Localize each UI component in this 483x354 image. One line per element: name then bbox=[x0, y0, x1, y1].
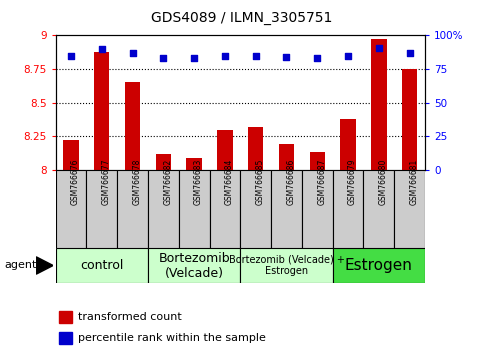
Bar bbox=[156, 154, 171, 170]
Text: Bortezomib (Velcade) +
Estrogen: Bortezomib (Velcade) + Estrogen bbox=[228, 255, 344, 276]
Point bbox=[159, 56, 167, 61]
Bar bbox=[56, 170, 86, 248]
Bar bbox=[279, 144, 294, 170]
Text: GDS4089 / ILMN_3305751: GDS4089 / ILMN_3305751 bbox=[151, 11, 332, 25]
Bar bbox=[59, 312, 72, 323]
Text: GSM766677: GSM766677 bbox=[102, 158, 111, 205]
Text: GSM766682: GSM766682 bbox=[163, 159, 172, 205]
Bar bbox=[210, 170, 240, 248]
Point bbox=[98, 46, 106, 52]
Bar bbox=[186, 158, 202, 170]
Bar bbox=[364, 170, 394, 248]
Text: GSM766680: GSM766680 bbox=[379, 158, 388, 205]
Text: GSM766678: GSM766678 bbox=[132, 158, 142, 205]
Bar bbox=[148, 248, 241, 283]
Text: GSM766684: GSM766684 bbox=[225, 158, 234, 205]
Text: GSM766685: GSM766685 bbox=[256, 158, 265, 205]
Text: Estrogen: Estrogen bbox=[345, 258, 413, 273]
Bar bbox=[117, 170, 148, 248]
Polygon shape bbox=[36, 257, 53, 274]
Text: Bortezomib
(Velcade): Bortezomib (Velcade) bbox=[158, 251, 230, 280]
Bar bbox=[310, 153, 325, 170]
Bar bbox=[148, 170, 179, 248]
Point bbox=[313, 56, 321, 61]
Bar bbox=[179, 170, 210, 248]
Text: control: control bbox=[80, 259, 124, 272]
Text: GSM766686: GSM766686 bbox=[286, 158, 296, 205]
Point bbox=[283, 54, 290, 60]
Text: transformed count: transformed count bbox=[78, 312, 182, 322]
Bar bbox=[240, 170, 271, 248]
Bar bbox=[94, 52, 110, 170]
Bar bbox=[271, 170, 302, 248]
Text: GSM766683: GSM766683 bbox=[194, 158, 203, 205]
Text: percentile rank within the sample: percentile rank within the sample bbox=[78, 333, 266, 343]
Point bbox=[344, 53, 352, 58]
Bar bbox=[371, 39, 386, 170]
Bar bbox=[217, 130, 233, 170]
Point bbox=[406, 50, 413, 56]
Bar bbox=[402, 69, 417, 170]
Point bbox=[375, 45, 383, 50]
Bar bbox=[56, 248, 148, 283]
Bar bbox=[302, 170, 333, 248]
Bar bbox=[86, 170, 117, 248]
Point bbox=[67, 53, 75, 58]
Bar bbox=[394, 170, 425, 248]
Bar bbox=[248, 127, 263, 170]
Bar bbox=[63, 140, 79, 170]
Bar bbox=[333, 170, 364, 248]
Point bbox=[128, 50, 136, 56]
Text: GSM766676: GSM766676 bbox=[71, 158, 80, 205]
Text: GSM766681: GSM766681 bbox=[410, 159, 419, 205]
Point bbox=[252, 53, 259, 58]
Text: GSM766679: GSM766679 bbox=[348, 158, 357, 205]
Bar bbox=[341, 119, 356, 170]
Text: GSM766687: GSM766687 bbox=[317, 158, 327, 205]
Bar bbox=[59, 332, 72, 343]
Bar bbox=[240, 248, 333, 283]
Bar bbox=[125, 82, 140, 170]
Bar bbox=[333, 248, 425, 283]
Text: agent: agent bbox=[5, 261, 37, 270]
Point bbox=[190, 56, 198, 61]
Point bbox=[221, 53, 229, 58]
